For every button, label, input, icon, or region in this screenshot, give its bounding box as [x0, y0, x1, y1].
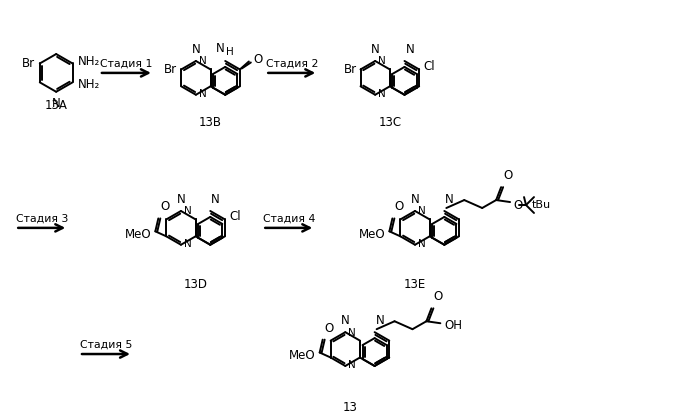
- Text: MeO: MeO: [125, 228, 151, 241]
- Text: Cl: Cl: [229, 210, 241, 223]
- Text: N: N: [348, 360, 356, 370]
- Text: N: N: [184, 206, 192, 217]
- Text: O: O: [394, 201, 404, 214]
- Text: N: N: [371, 43, 379, 56]
- Text: Br: Br: [344, 63, 356, 76]
- Text: O: O: [503, 169, 512, 182]
- Text: Стадия 3: Стадия 3: [15, 214, 68, 224]
- Text: Cl: Cl: [424, 60, 435, 73]
- Text: Стадия 2: Стадия 2: [265, 59, 318, 69]
- Text: H: H: [226, 47, 234, 57]
- Text: N: N: [216, 42, 224, 55]
- Text: N: N: [52, 97, 60, 110]
- Text: O: O: [160, 201, 169, 214]
- Text: tBu: tBu: [532, 200, 551, 210]
- Text: O: O: [254, 53, 263, 66]
- Text: N: N: [405, 43, 414, 56]
- Text: 13A: 13A: [45, 99, 68, 112]
- Text: Br: Br: [22, 57, 35, 70]
- Text: NH₂: NH₂: [78, 78, 100, 91]
- Text: Стадия 5: Стадия 5: [80, 340, 132, 350]
- Text: N: N: [445, 193, 454, 206]
- Text: 13: 13: [342, 401, 358, 414]
- Text: MeO: MeO: [289, 349, 316, 362]
- Text: 13C: 13C: [378, 116, 401, 129]
- Text: 13D: 13D: [183, 278, 208, 291]
- Text: Br: Br: [164, 63, 177, 76]
- Text: MeO: MeO: [359, 228, 386, 241]
- Text: NH₂: NH₂: [78, 55, 100, 68]
- Text: N: N: [192, 43, 200, 56]
- Text: O: O: [325, 322, 334, 335]
- Text: N: N: [341, 314, 350, 327]
- Text: N: N: [418, 206, 426, 217]
- Text: OH: OH: [444, 319, 462, 332]
- Text: Стадия 4: Стадия 4: [262, 214, 315, 224]
- Text: N: N: [199, 56, 206, 66]
- Text: N: N: [378, 56, 386, 66]
- Text: N: N: [376, 314, 384, 327]
- Text: N: N: [199, 89, 206, 99]
- Text: O: O: [433, 291, 442, 303]
- Text: N: N: [411, 193, 419, 206]
- Text: O: O: [513, 199, 522, 212]
- Text: N: N: [418, 239, 426, 249]
- Text: N: N: [184, 239, 192, 249]
- Text: 13E: 13E: [404, 278, 426, 291]
- Text: N: N: [176, 193, 186, 206]
- Text: N: N: [211, 193, 220, 206]
- Text: Стадия 1: Стадия 1: [100, 59, 153, 69]
- Text: N: N: [378, 89, 386, 99]
- Text: 13B: 13B: [199, 116, 222, 129]
- Text: N: N: [348, 328, 356, 338]
